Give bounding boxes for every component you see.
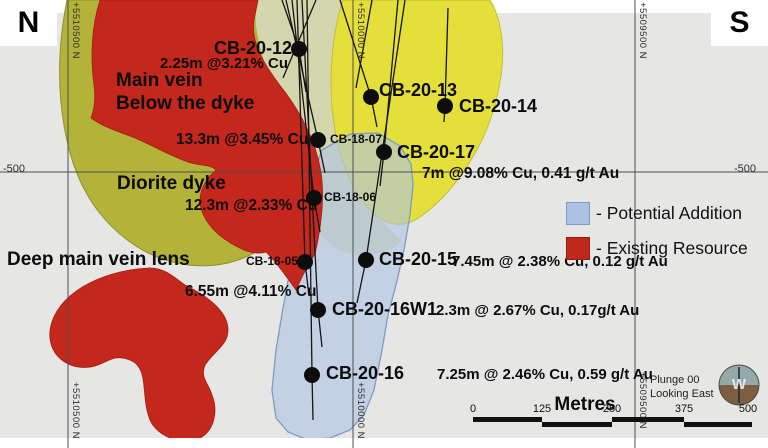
- hole-label-cb-20-13: CB-20-13: [379, 80, 458, 100]
- legend-swatch-existing-resource: [566, 237, 590, 260]
- hole-label-cb-20-17: CB-20-17: [397, 142, 476, 162]
- collar-cb-20-13: [363, 89, 379, 105]
- hole-label-cb-18-06: CB-18-06: [324, 190, 377, 204]
- scale-tick-0: 0: [469, 403, 477, 415]
- scale-bar: [473, 417, 752, 427]
- hole-label-cb-20-15: CB-20-15: [379, 249, 458, 269]
- scale-tick-125: 125: [532, 403, 552, 415]
- main-vein-label-line2: Below the dyke: [116, 93, 255, 114]
- collar-cb-18-07: [310, 132, 326, 148]
- northing-label-5510000-top: +5510000 N: [355, 2, 366, 60]
- plunge-note: Plunge 00: [650, 374, 700, 386]
- scale-seg-3: [612, 417, 684, 422]
- drill-collars: [291, 41, 453, 383]
- hole-label-cb-20-12: CB-20-12: [214, 38, 293, 58]
- north-marker: N: [0, 0, 57, 46]
- diorite-dyke-label: Diorite dyke: [117, 173, 226, 194]
- assay-cb-20-12: 2.25m @3.21% Cu: [160, 55, 289, 72]
- collar-cb-18-05: [297, 254, 313, 270]
- legend-swatch-potential-addition: [566, 202, 590, 225]
- legend-label-existing-resource: - Existing Resource: [596, 238, 748, 258]
- hole-label-cb-20-16w1: CB-20-16W1: [332, 299, 438, 319]
- assay-cb-18-06: 12.3m @2.33% Cu: [185, 197, 318, 214]
- hole-label-cb-20-16: CB-20-16: [326, 363, 405, 383]
- collar-cb-18-06: [306, 190, 322, 206]
- trace-extra-1: [282, 0, 317, 79]
- elevation-label-left: -500: [3, 163, 26, 175]
- dyke-pale-band-shape: [255, 0, 402, 256]
- scale-seg-1: [473, 417, 542, 422]
- northing-label-5510000-bottom: +5510000 N: [355, 382, 366, 440]
- assay-cb-18-07: 13.3m @3.45% Cu: [176, 131, 309, 148]
- deep-main-vein-lens-label: Deep main vein lens: [7, 249, 190, 270]
- scale-bar-title: Metres: [554, 394, 616, 415]
- hole-label-cb-18-07: CB-18-07: [330, 132, 383, 146]
- collar-cb-20-17: [376, 144, 392, 160]
- northing-label-5509500-top: +5509500 N: [637, 2, 648, 60]
- assay-cb-20-16: 7.25m @ 2.46% Cu, 0.59 g/t Au: [437, 366, 653, 383]
- trace-extra-2: [355, 0, 373, 89]
- compass-icon: [718, 364, 760, 406]
- scale-seg-4: [684, 422, 752, 427]
- collar-cb-20-16: [304, 367, 320, 383]
- collar-cb-20-12: [291, 41, 307, 57]
- elevation-label-right: -500: [734, 163, 757, 175]
- assay-cb-20-15: 7.45m @ 2.38% Cu, 0.12 g/t Au: [452, 253, 668, 270]
- scale-seg-2: [542, 422, 612, 427]
- south-marker: S: [711, 0, 768, 46]
- hole-label-cb-18-05: CB-18-05: [246, 254, 299, 268]
- scale-tick-500: 500: [738, 403, 758, 415]
- scale-tick-375: 375: [674, 403, 694, 415]
- legend-label-potential-addition: - Potential Addition: [596, 203, 742, 223]
- northing-label-5510500-top: +5510500 N: [70, 2, 81, 60]
- hole-label-cb-20-14: CB-20-14: [459, 96, 538, 116]
- assay-cb-20-16w1: 2.3m @ 2.67% Cu, 0.17g/t Au: [436, 302, 640, 319]
- looking-direction-note: Looking East: [650, 388, 714, 400]
- assay-cb-20-17: 7m @9.08% Cu, 0.41 g/t Au: [422, 165, 620, 182]
- collar-cb-20-15: [358, 252, 374, 268]
- scale-tick-250: 250: [602, 403, 622, 415]
- main-vein-resource-shape: [90, 0, 324, 291]
- compass-letter: W: [731, 375, 747, 393]
- main-vein-label-line1: Main vein: [116, 70, 203, 91]
- collar-cb-20-16w1: [310, 302, 326, 318]
- assay-cb-18-05: 6.55m @4.11% Cu: [185, 283, 317, 300]
- bottom-margin-strip: [0, 438, 768, 448]
- northing-label-5510500-bottom: +5510500 N: [70, 382, 81, 440]
- collar-cb-20-14: [437, 98, 453, 114]
- northing-label-5509500-bottom: +5509500 N: [637, 372, 648, 430]
